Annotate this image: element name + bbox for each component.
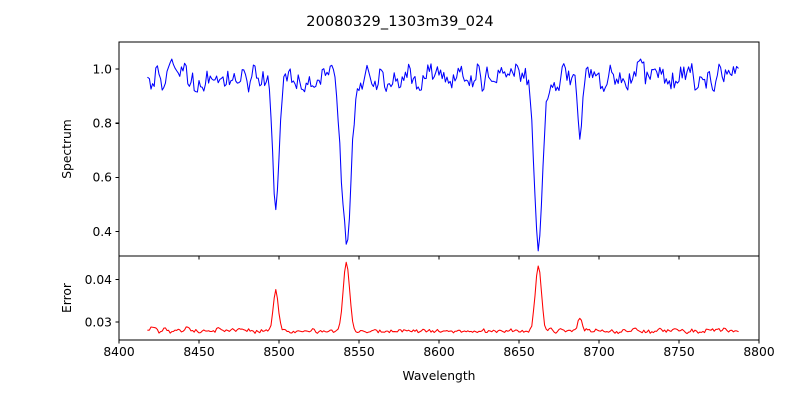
x-tick-label: 8750 [663,345,694,359]
x-tick-label: 8700 [583,345,614,359]
y-tick-label: 0.03 [85,315,112,329]
spectrum-data-line [147,58,739,252]
axis-labels: Spectrum Error Wavelength [60,119,475,383]
y-tick-label: 0.4 [92,225,112,239]
y-tick-label: 0.8 [92,117,112,131]
y-tick-label: 0.6 [92,171,112,185]
error-data-line [147,261,739,335]
x-tick-label: 8450 [183,345,214,359]
error-panel: 0.03 0.04 8400 8450 8500 8550 8600 8650 8700 8750… [85,255,775,359]
x-tick-label: 8600 [423,345,454,359]
x-tick-label: 8550 [343,345,374,359]
y-tick-label: 0.04 [85,273,113,287]
figure-title: 20080329_1303m39_024 [306,14,494,30]
spectrum-axis-label: Spectrum [60,119,74,179]
x-tick-label: 8400 [103,345,134,359]
panel-frame [118,255,760,341]
y-tick-label: 1.0 [92,62,112,76]
spectrum-panel: 0.4 0.6 0.8 1.0 [92,41,760,260]
x-tick-label: 8500 [263,345,294,359]
wavelength-axis-label: Wavelength [403,369,476,383]
x-tick-label: 8650 [503,345,534,359]
error-axis-label: Error [60,282,74,313]
x-tick-label: 8800 [743,345,774,359]
